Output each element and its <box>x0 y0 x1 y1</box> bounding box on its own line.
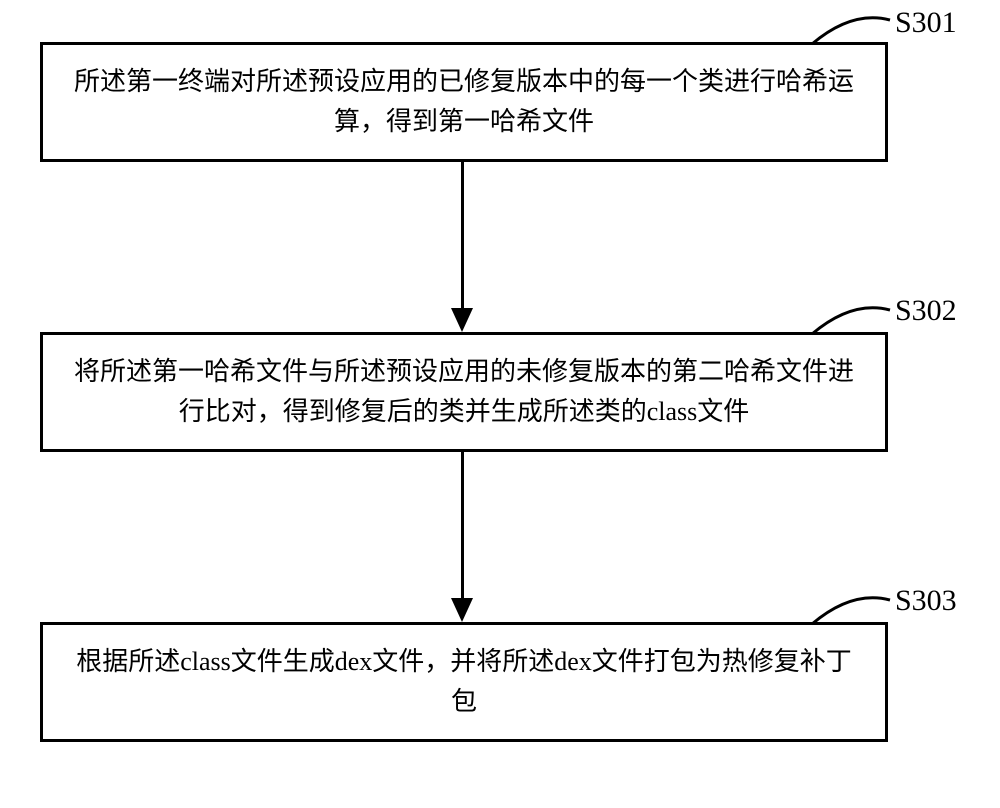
flowchart-canvas: 所述第一终端对所述预设应用的已修复版本中的每一个类进行哈希运算，得到第一哈希文件… <box>0 0 1000 808</box>
arrow-shaft <box>461 162 464 308</box>
arrow-head-icon <box>451 308 473 332</box>
step-box-s302: 将所述第一哈希文件与所述预设应用的未修复版本的第二哈希文件进行比对，得到修复后的… <box>40 332 888 452</box>
arrow-shaft <box>461 452 464 598</box>
step-text: 根据所述class文件生成dex文件，并将所述dex文件打包为热修复补丁包 <box>71 642 857 723</box>
arrow-head-icon <box>451 598 473 622</box>
step-label-s303: S303 <box>895 584 957 618</box>
step-label-s301: S301 <box>895 6 957 40</box>
step-label-s302: S302 <box>895 294 957 328</box>
step-text: 所述第一终端对所述预设应用的已修复版本中的每一个类进行哈希运算，得到第一哈希文件 <box>71 62 857 143</box>
step-text: 将所述第一哈希文件与所述预设应用的未修复版本的第二哈希文件进行比对，得到修复后的… <box>71 352 857 433</box>
step-box-s303: 根据所述class文件生成dex文件，并将所述dex文件打包为热修复补丁包 <box>40 622 888 742</box>
step-box-s301: 所述第一终端对所述预设应用的已修复版本中的每一个类进行哈希运算，得到第一哈希文件 <box>40 42 888 162</box>
